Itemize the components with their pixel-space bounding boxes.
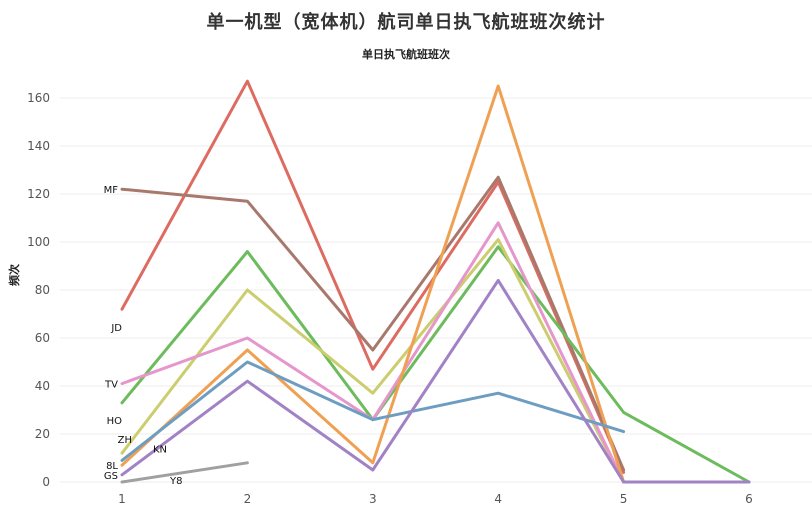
x-tick-label: 6 bbox=[745, 492, 753, 506]
series-line-y8 bbox=[120, 461, 249, 484]
series-label-kn: KN bbox=[153, 444, 167, 455]
chart-title: 单一机型（宽体机）航司单日执飞航班班次统计 bbox=[206, 12, 606, 33]
y-tick-label: 60 bbox=[35, 331, 50, 345]
y-tick-label: 140 bbox=[27, 139, 50, 153]
series-label-mf: MF bbox=[104, 185, 119, 196]
series-line-jd bbox=[120, 79, 626, 474]
series-label-8l: 8L bbox=[106, 461, 118, 472]
series-label-jd: JD bbox=[110, 323, 122, 334]
x-tick-label: 1 bbox=[118, 492, 126, 506]
y-tick-label: 0 bbox=[42, 475, 50, 489]
series-label-ho: HO bbox=[107, 416, 123, 427]
series-line-mf bbox=[120, 175, 626, 472]
y-axis-ticks: 0 20 40 60 80 100 120 140 160 bbox=[27, 91, 50, 489]
series-label-zh: ZH bbox=[118, 435, 132, 446]
y-tick-label: 100 bbox=[27, 235, 50, 249]
x-tick-label: 5 bbox=[620, 492, 628, 506]
y-tick-label: 20 bbox=[35, 427, 50, 441]
series-label-gs: GS bbox=[104, 471, 118, 482]
series-line-gs bbox=[120, 278, 751, 484]
x-tick-label: 4 bbox=[494, 492, 502, 506]
y-tick-label: 160 bbox=[27, 91, 50, 105]
x-tick-label: 2 bbox=[244, 492, 252, 506]
series-lines bbox=[120, 79, 751, 484]
x-axis-ticks: 1 2 3 4 5 6 bbox=[118, 492, 753, 506]
series-line-kn bbox=[120, 360, 626, 462]
chart-subtitle: 单日执飞航班班次 bbox=[362, 48, 450, 61]
y-tick-label: 80 bbox=[35, 283, 50, 297]
y-axis-label: 频次 bbox=[7, 264, 21, 286]
series-line-8l bbox=[120, 84, 626, 484]
series-labels: JD MF HO ZH TV 8L KN GS Y8 bbox=[104, 185, 183, 487]
x-tick-label: 3 bbox=[369, 492, 377, 506]
y-tick-label: 40 bbox=[35, 379, 50, 393]
series-label-y8: Y8 bbox=[169, 476, 182, 487]
series-line-zh bbox=[120, 238, 626, 484]
y-tick-label: 120 bbox=[27, 187, 50, 201]
series-label-tv: TV bbox=[104, 380, 118, 391]
series-line-ho bbox=[120, 245, 751, 484]
gridlines bbox=[60, 97, 812, 483]
